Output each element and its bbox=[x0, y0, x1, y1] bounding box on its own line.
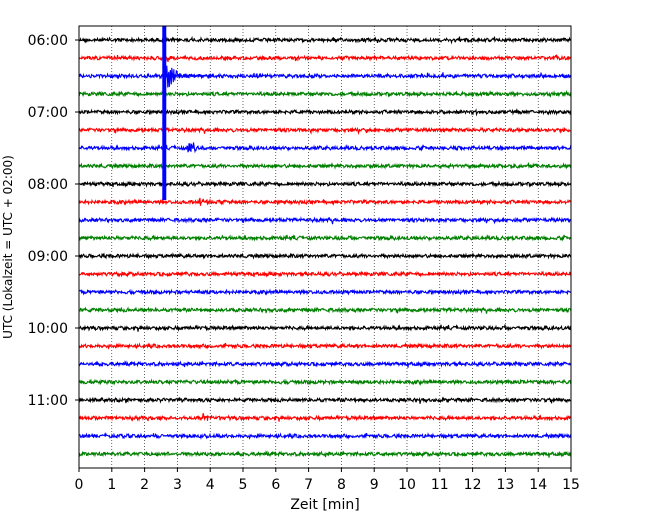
trace-line bbox=[78, 323, 572, 332]
trace-line bbox=[78, 89, 572, 98]
trace-line bbox=[78, 107, 572, 117]
trace-line bbox=[78, 288, 572, 296]
trace-line bbox=[78, 234, 572, 242]
y-tick-label: 09:00 bbox=[28, 249, 68, 265]
seismic-traces bbox=[78, 35, 572, 458]
x-tick-label: 7 bbox=[304, 477, 313, 493]
trace-line bbox=[78, 142, 572, 154]
trace-line bbox=[78, 270, 572, 278]
x-tick-label: 12 bbox=[464, 477, 482, 493]
x-tick-label: 6 bbox=[271, 477, 280, 493]
trace-line bbox=[78, 162, 572, 171]
trace-line bbox=[78, 431, 572, 441]
trace-line bbox=[78, 413, 572, 422]
x-tick-label: 8 bbox=[337, 477, 346, 493]
trace-line bbox=[78, 54, 572, 63]
x-tick-label: 9 bbox=[370, 477, 379, 493]
y-tick-label: 08:00 bbox=[28, 177, 68, 193]
y-tick-label: 06:00 bbox=[28, 33, 68, 49]
x-tick-label: 1 bbox=[107, 477, 116, 493]
trace-line bbox=[78, 35, 572, 45]
x-tick-label: 2 bbox=[140, 477, 149, 493]
trace-line bbox=[78, 341, 572, 350]
x-tick-label: 15 bbox=[562, 477, 580, 493]
y-axis-label: UTC (Lokalzeit = UTC + 02:00) bbox=[1, 155, 15, 339]
trace-line bbox=[78, 126, 572, 136]
y-axis-ticks: 06:00 07:00 08:00 09:00 10:00 11:00 bbox=[28, 33, 79, 409]
trace-line bbox=[78, 378, 572, 386]
y-tick-label: 10:00 bbox=[28, 321, 68, 337]
trace-line bbox=[78, 216, 572, 225]
trace-line bbox=[78, 72, 572, 80]
trace-line bbox=[78, 450, 572, 458]
y-tick-label: 11:00 bbox=[28, 393, 68, 409]
trace-line bbox=[78, 306, 572, 314]
x-tick-label: 3 bbox=[173, 477, 182, 493]
trace-line bbox=[78, 197, 572, 206]
x-tick-label: 10 bbox=[398, 477, 416, 493]
x-axis-ticks: 0 1 2 3 4 5 6 7 8 9 10 11 12 13 14 15 bbox=[75, 468, 580, 493]
event-spike bbox=[162, 26, 167, 200]
x-tick-label: 5 bbox=[239, 477, 248, 493]
seismic-events bbox=[162, 26, 215, 200]
plot-frame bbox=[78, 25, 572, 469]
trace-line bbox=[78, 180, 572, 188]
x-tick-label: 0 bbox=[75, 477, 84, 493]
y-tick-label: 07:00 bbox=[28, 105, 68, 121]
trace-line bbox=[78, 360, 572, 368]
trace-line bbox=[78, 396, 572, 404]
x-axis-label: Zeit [min] bbox=[290, 497, 359, 513]
x-tick-label: 11 bbox=[431, 477, 449, 493]
event-coda bbox=[163, 65, 215, 89]
x-tick-label: 13 bbox=[496, 477, 514, 493]
x-tick-label: 4 bbox=[206, 477, 215, 493]
x-tick-label: 14 bbox=[529, 477, 547, 493]
trace-line bbox=[78, 252, 572, 261]
